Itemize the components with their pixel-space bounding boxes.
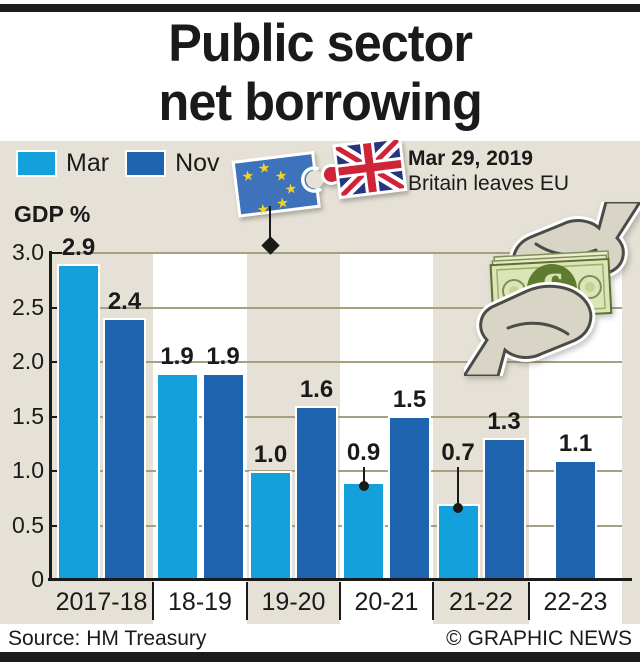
callout-dot (453, 503, 463, 513)
category-divider (339, 582, 341, 620)
annotation-date: Mar 29, 2019 (408, 147, 533, 170)
eu-flag-icon: ★ ★ ★ ★ ★ ★ (231, 150, 324, 219)
svg-text:★: ★ (284, 181, 298, 198)
mar-color-swatch (16, 150, 57, 177)
bar-value-label: 2.4 (107, 288, 142, 315)
bar-20-21-mar (342, 482, 385, 580)
bar-value-label: 1.0 (253, 441, 288, 468)
svg-text:★: ★ (274, 168, 288, 185)
top-black-bar (0, 4, 640, 12)
axis-tick (50, 416, 62, 418)
source-credit: Source: HM Treasury (8, 627, 207, 650)
graphic-news-credit: © GRAPHIC NEWS (446, 627, 632, 650)
uk-flag-icon (320, 136, 408, 200)
axis-tick (50, 307, 62, 309)
event-leader-line (269, 206, 271, 240)
bottom-black-bar (0, 652, 640, 662)
axis-tick (50, 361, 62, 363)
svg-text:★: ★ (257, 160, 271, 177)
bar-18-19-mar (155, 373, 199, 580)
y-axis-tick-label: 0 (31, 566, 44, 592)
bar-value-label: 1.9 (160, 343, 194, 370)
title-line-1: Public sector (168, 14, 473, 73)
bar-value-label: 2.9 (61, 234, 96, 261)
y-axis-tick-label: 1.5 (12, 403, 44, 429)
bar-value-label: 0.9 (346, 439, 381, 466)
legend-item-nov: Nov (125, 149, 220, 178)
x-axis-category-label: 19-20 (261, 588, 326, 616)
x-axis-category-label: 22-23 (543, 588, 608, 616)
category-divider (152, 582, 154, 620)
bar-value-label: 0.7 (441, 439, 475, 466)
bar-value-label: 1.6 (299, 376, 334, 403)
legend-label-mar: Mar (66, 149, 110, 177)
page-title: Public sector net borrowing (0, 14, 640, 132)
x-axis-category-label: 18-19 (168, 588, 232, 616)
y-axis-line (49, 251, 52, 581)
x-axis-baseline (48, 578, 632, 581)
svg-text:★: ★ (256, 201, 270, 218)
x-axis-category-label: 20-21 (354, 588, 419, 616)
category-divider (528, 582, 530, 620)
axis-tick (50, 525, 62, 527)
x-axis-category-label: 21-22 (449, 588, 513, 616)
bar-2017-18-mar (57, 264, 100, 580)
bar-22-23-nov (554, 460, 597, 580)
gridline (50, 361, 622, 363)
axis-tick (50, 470, 62, 472)
gridline (50, 252, 622, 254)
annotation-text: Britain leaves EU (408, 172, 570, 195)
category-divider (432, 582, 434, 620)
brexit-annotation: Mar 29, 2019 Britain leaves EU (408, 146, 569, 196)
callout-dot (358, 481, 369, 491)
bar-21-22-mar (436, 504, 480, 580)
nov-color-swatch (125, 150, 167, 177)
bar-21-22-nov (482, 438, 526, 580)
y-axis-tick-label: 0.5 (12, 512, 44, 538)
chart-legend: Mar Nov (16, 149, 220, 178)
svg-text:★: ★ (275, 195, 289, 212)
brexit-flags-graphic: ★ ★ ★ ★ ★ ★ (228, 136, 410, 227)
gridline (50, 307, 622, 309)
bar-18-19-nov (201, 373, 245, 580)
axis-tick (50, 252, 62, 254)
hands-money-graphic: £ (455, 197, 640, 381)
x-axis-category-label: 2017-18 (55, 588, 148, 616)
y-axis-tick-label: 3.0 (12, 239, 44, 265)
legend-item-mar: Mar (16, 149, 109, 178)
bar-value-label: 1.5 (392, 386, 427, 413)
y-axis-title: GDP % (14, 201, 91, 227)
bar-19-20-mar (249, 471, 292, 580)
bar-20-21-nov (388, 416, 431, 580)
title-line-2: net borrowing (158, 73, 482, 132)
callout-line (362, 467, 365, 487)
callout-line (457, 467, 459, 509)
category-divider (246, 582, 248, 620)
bar-2017-18-nov (103, 318, 146, 580)
y-axis-tick-label: 2.0 (12, 348, 44, 374)
footer-strip (0, 624, 640, 652)
svg-text:★: ★ (241, 168, 255, 185)
bar-value-label: 1.3 (487, 408, 521, 435)
bar-value-label: 1.9 (206, 343, 240, 370)
bar-19-20-nov (295, 406, 338, 580)
hands-icon: £ (455, 197, 640, 381)
bar-value-label: 1.1 (558, 430, 593, 457)
y-axis-tick-label: 2.5 (12, 294, 44, 320)
legend-label-nov: Nov (175, 149, 220, 177)
y-axis-tick-label: 1.0 (12, 457, 44, 483)
